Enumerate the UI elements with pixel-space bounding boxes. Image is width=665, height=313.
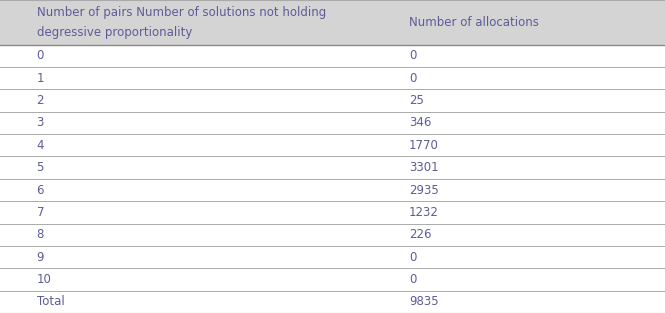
Text: 0: 0	[37, 49, 44, 62]
Text: 1232: 1232	[409, 206, 439, 219]
Text: 346: 346	[409, 116, 432, 130]
Text: 1770: 1770	[409, 139, 439, 152]
Text: Number of pairs Number of solutions not holding: Number of pairs Number of solutions not …	[37, 6, 326, 19]
Text: degressive proportionality: degressive proportionality	[37, 26, 192, 39]
Text: 2935: 2935	[409, 183, 439, 197]
Bar	[0, 134, 665, 156]
Bar	[0, 45, 665, 67]
Bar	[0, 268, 665, 291]
Bar	[0, 67, 665, 90]
Text: 0: 0	[409, 72, 416, 85]
Bar	[0, 112, 665, 134]
Bar	[0, 179, 665, 201]
Text: 2: 2	[37, 94, 44, 107]
Text: 226: 226	[409, 228, 432, 241]
Text: Number of allocations: Number of allocations	[409, 16, 539, 29]
Bar	[0, 201, 665, 223]
Text: 0: 0	[409, 251, 416, 264]
Text: 4: 4	[37, 139, 44, 152]
Bar	[0, 0, 665, 45]
Text: 1: 1	[37, 72, 44, 85]
Text: 6: 6	[37, 183, 44, 197]
Text: Total: Total	[37, 295, 65, 308]
Bar	[0, 156, 665, 179]
Bar	[0, 246, 665, 268]
Text: 9: 9	[37, 251, 44, 264]
Text: 9835: 9835	[409, 295, 439, 308]
Bar	[0, 223, 665, 246]
Bar	[0, 90, 665, 112]
Text: 25: 25	[409, 94, 424, 107]
Text: 3: 3	[37, 116, 44, 130]
Text: 0: 0	[409, 49, 416, 62]
Text: 3301: 3301	[409, 161, 439, 174]
Text: 10: 10	[37, 273, 51, 286]
Text: 0: 0	[409, 273, 416, 286]
Text: 7: 7	[37, 206, 44, 219]
Text: 8: 8	[37, 228, 44, 241]
Text: 5: 5	[37, 161, 44, 174]
Bar	[0, 291, 665, 313]
